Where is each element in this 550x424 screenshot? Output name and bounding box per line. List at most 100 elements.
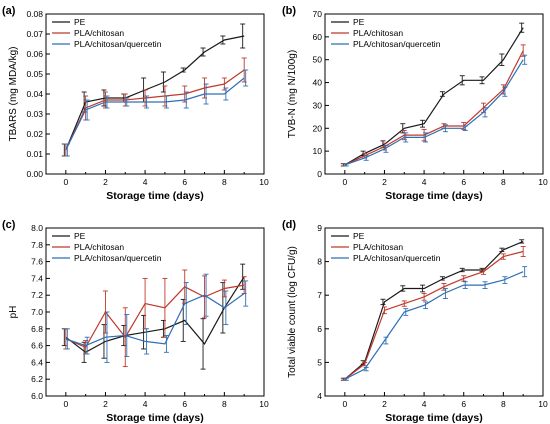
- x-tick-label: 4: [422, 399, 427, 409]
- x-tick-label: 6: [182, 399, 187, 409]
- y-tick-label: 9: [317, 223, 322, 233]
- panel-label: (d): [282, 219, 296, 231]
- series-line: [65, 293, 245, 347]
- series-line: [344, 59, 524, 166]
- series-line: [344, 240, 524, 380]
- legend-label: PLA/chitosan: [74, 242, 124, 252]
- panel-b: (b) 0 2 4 6 8 10 0 10 20 30 40 50 60 70 Storage time (d…: [282, 5, 548, 202]
- y-tick-label: 6.6: [31, 341, 43, 351]
- y-tick-label: 7.0: [31, 307, 43, 317]
- x-axis-label: Storage time (days): [385, 412, 482, 424]
- x-tick-label: 2: [103, 399, 108, 409]
- legend-label: PLA/chitosan/quercetin: [74, 253, 162, 263]
- y-tick-label: 7.8: [31, 240, 43, 250]
- y-axis-label: pH: [8, 306, 19, 319]
- plot-frame: [324, 227, 544, 397]
- x-tick-label: 4: [143, 399, 148, 409]
- x-tick-label: 10: [538, 177, 548, 187]
- x-tick-label: 6: [461, 399, 466, 409]
- y-tick-label: 7.4: [31, 273, 43, 283]
- series-line: [65, 284, 245, 349]
- series-line: [65, 276, 245, 354]
- y-tick-label: 0.02: [26, 129, 43, 139]
- panel-label: (c): [2, 219, 16, 231]
- y-tick-label: 8: [317, 257, 322, 267]
- legend-label: PE: [353, 17, 365, 27]
- panel-label: (a): [2, 5, 16, 17]
- x-tick-label: 8: [222, 399, 227, 409]
- y-axis-label: TBARS (mg MDA/kg): [8, 46, 19, 141]
- y-tick-label: 0.08: [26, 9, 43, 19]
- y-tick-label: 7: [317, 290, 322, 300]
- y-tick-label: 0.04: [26, 89, 43, 99]
- x-tick-label: 6: [182, 177, 187, 187]
- series-line: [65, 35, 245, 151]
- panel-label: (b): [282, 5, 296, 17]
- y-tick-label: 70: [313, 9, 323, 19]
- panel-d: (d) 0 2 4 6 8 10 4 5 6 7 8 9 Storage time (days) Total…: [282, 219, 548, 424]
- legend-label: PE: [74, 231, 86, 241]
- series-line: [344, 27, 524, 166]
- x-tick-label: 10: [259, 399, 269, 409]
- x-tick-label: 2: [103, 177, 108, 187]
- y-tick-label: 6.0: [31, 391, 43, 401]
- y-tick-label: 20: [313, 123, 323, 133]
- legend-label: PLA/chitosan: [353, 28, 403, 38]
- legend-label: PLA/chitosan: [353, 242, 403, 252]
- y-tick-label: 6.4: [31, 357, 43, 367]
- x-tick-label: 8: [222, 177, 227, 187]
- panel-a: (a) 0 2 4 6 8 10 0.00 0.01 0.02 0.03 0.04 0.05 0.06 0.…: [2, 5, 269, 202]
- y-tick-label: 10: [313, 146, 323, 156]
- x-tick-label: 8: [501, 177, 506, 187]
- x-tick-label: 10: [259, 177, 269, 187]
- x-tick-label: 0: [63, 177, 68, 187]
- y-tick-label: 5: [317, 357, 322, 367]
- x-tick-label: 6: [461, 177, 466, 187]
- y-tick-label: 0.07: [26, 29, 43, 39]
- x-tick-label: 10: [538, 399, 548, 409]
- y-tick-label: 0.05: [26, 69, 43, 79]
- y-tick-label: 60: [313, 32, 323, 42]
- x-tick-label: 2: [382, 177, 387, 187]
- x-tick-label: 0: [342, 177, 347, 187]
- x-tick-label: 4: [143, 177, 148, 187]
- y-tick-label: 6: [317, 324, 322, 334]
- y-tick-label: 50: [313, 55, 323, 65]
- x-tick-label: 0: [342, 399, 347, 409]
- y-tick-label: 0: [317, 169, 322, 179]
- x-axis-label: Storage time (days): [385, 190, 482, 202]
- y-tick-label: 6.2: [31, 374, 43, 384]
- legend-label: PLA/chitosan/quercetin: [353, 253, 441, 263]
- x-tick-label: 0: [63, 399, 68, 409]
- y-tick-label: 0.06: [26, 49, 43, 59]
- plot-frame: [324, 13, 544, 175]
- y-tick-label: 0.03: [26, 109, 43, 119]
- y-tick-label: 6.8: [31, 324, 43, 334]
- y-tick-label: 4: [317, 391, 322, 401]
- legend-label: PE: [74, 17, 86, 27]
- series-line: [65, 77, 245, 151]
- legend-label: PLA/chitosan/quercetin: [74, 39, 162, 49]
- x-axis-label: Storage time (days): [106, 412, 203, 424]
- y-tick-label: 0.00: [26, 169, 43, 179]
- y-axis-label: Total viable count (log CFU/g): [287, 246, 298, 378]
- y-tick-label: 7.2: [31, 290, 43, 300]
- series-line: [344, 50, 524, 166]
- x-tick-label: 8: [501, 399, 506, 409]
- y-axis-label: TVB-N (mg N/100g): [287, 50, 298, 138]
- panel-c: (c) 0 2 4 6 8 10 6.0 6.2 6.4 6.6 6.8 7.0 7.2 7.4 7.6 7.8…: [2, 219, 269, 424]
- x-tick-label: 2: [382, 399, 387, 409]
- series-line: [344, 250, 524, 380]
- legend-label: PE: [353, 231, 365, 241]
- y-tick-label: 0.01: [26, 149, 43, 159]
- legend-label: PLA/chitosan: [74, 28, 124, 38]
- y-tick-label: 7.6: [31, 257, 43, 267]
- series-line: [65, 69, 245, 151]
- legend-label: PLA/chitosan/quercetin: [353, 39, 441, 49]
- x-axis-label: Storage time (days): [106, 190, 203, 202]
- y-tick-label: 8.0: [31, 223, 43, 233]
- x-tick-label: 4: [422, 177, 427, 187]
- y-tick-label: 40: [313, 78, 323, 88]
- series-line: [344, 271, 524, 380]
